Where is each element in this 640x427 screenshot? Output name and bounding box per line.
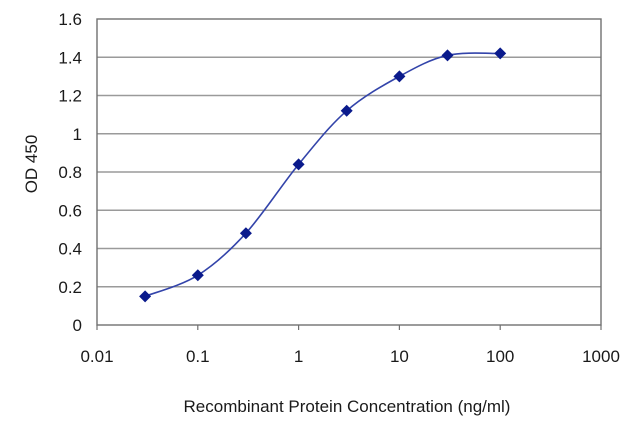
y-tick-label: 0.6 (58, 201, 82, 220)
y-tick-label: 0.4 (58, 240, 82, 259)
y-tick-label: 1 (73, 125, 82, 144)
x-tick-label: 1 (294, 347, 303, 366)
data-point (441, 49, 454, 62)
y-tick-label: 0 (73, 316, 82, 335)
data-point (393, 70, 406, 83)
x-tick-label: 0.01 (80, 347, 113, 366)
y-tick-label: 0.8 (58, 163, 82, 182)
y-tick-label: 1.2 (58, 87, 82, 106)
x-tick-marks (96, 325, 602, 330)
x-tick-labels: 0.01 0.1 1 10 100 1000 (80, 347, 619, 366)
data-point (139, 290, 152, 303)
y-tick-labels: 0 0.2 0.4 0.6 0.8 1 1.2 1.4 1.6 (58, 10, 82, 335)
y-tick-label: 1.6 (58, 10, 82, 29)
data-point (292, 158, 305, 171)
x-tick-label: 0.1 (186, 347, 210, 366)
x-tick-label: 10 (390, 347, 409, 366)
x-axis-title: Recombinant Protein Concentration (ng/ml… (184, 397, 511, 416)
series-line (144, 52, 501, 298)
y-gridlines (97, 56, 601, 288)
y-tick-label: 0.2 (58, 278, 82, 297)
x-tick-label: 1000 (582, 347, 620, 366)
data-point (340, 104, 353, 117)
plot-area (96, 18, 602, 326)
data-point (191, 269, 204, 282)
x-tick-label: 100 (486, 347, 514, 366)
y-tick-label: 1.4 (58, 48, 82, 67)
data-point (239, 227, 252, 240)
data-point (494, 47, 507, 60)
data-points (139, 47, 507, 303)
y-axis-title: OD 450 (22, 135, 41, 194)
